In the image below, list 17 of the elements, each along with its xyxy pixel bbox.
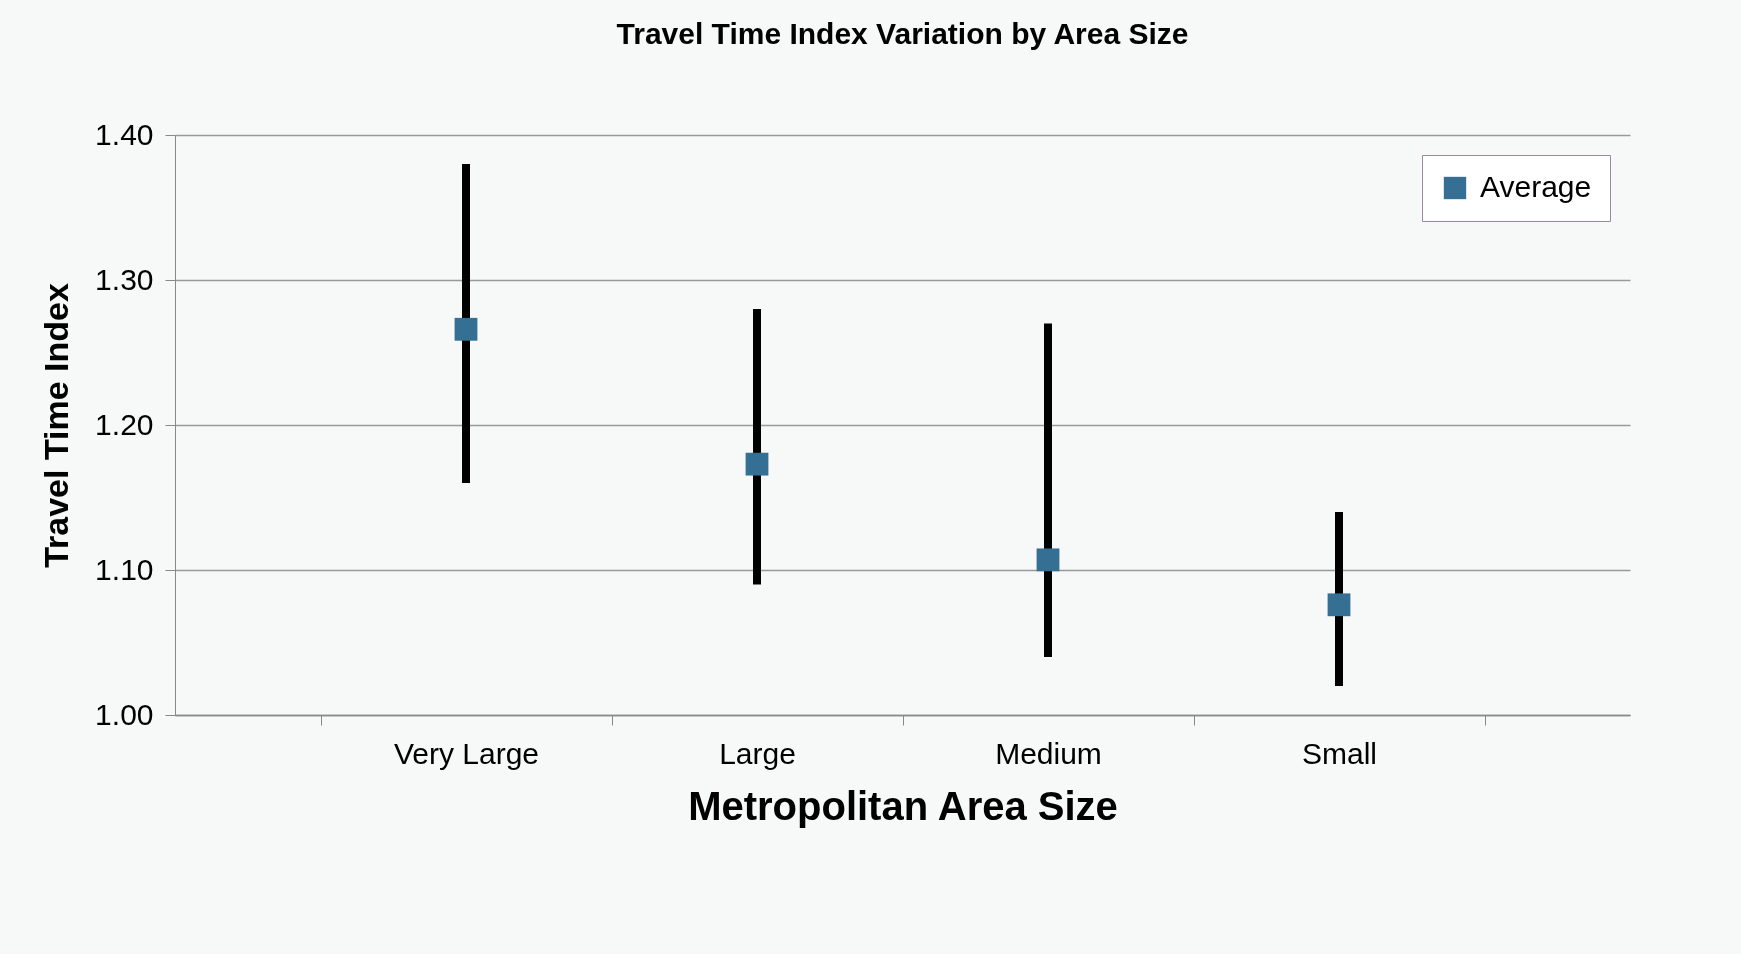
x-tick-label: Very Large [393, 736, 540, 770]
point [1036, 548, 1060, 572]
y-tick-label: 1.40 [95, 117, 154, 151]
x-tick-label: Small [1301, 736, 1378, 770]
y-tick-label: 1.20 [95, 407, 154, 441]
x-axis-title: Metropolitan Area Size [688, 783, 1118, 828]
point [745, 452, 769, 476]
legend-label: Average [1480, 170, 1592, 203]
point [1327, 593, 1351, 617]
x-tick-label: Medium [995, 736, 1102, 770]
x-tick-label: Large [719, 736, 796, 770]
y-tick-label: 1.10 [95, 552, 154, 586]
y-tick-label: 1.00 [95, 697, 154, 731]
point [454, 317, 478, 341]
chart-title: Travel Time Index Variation by Area Size [616, 17, 1189, 50]
y-tick-label: 1.30 [95, 262, 154, 296]
y-axis-title: Travel Time Index [37, 283, 76, 568]
